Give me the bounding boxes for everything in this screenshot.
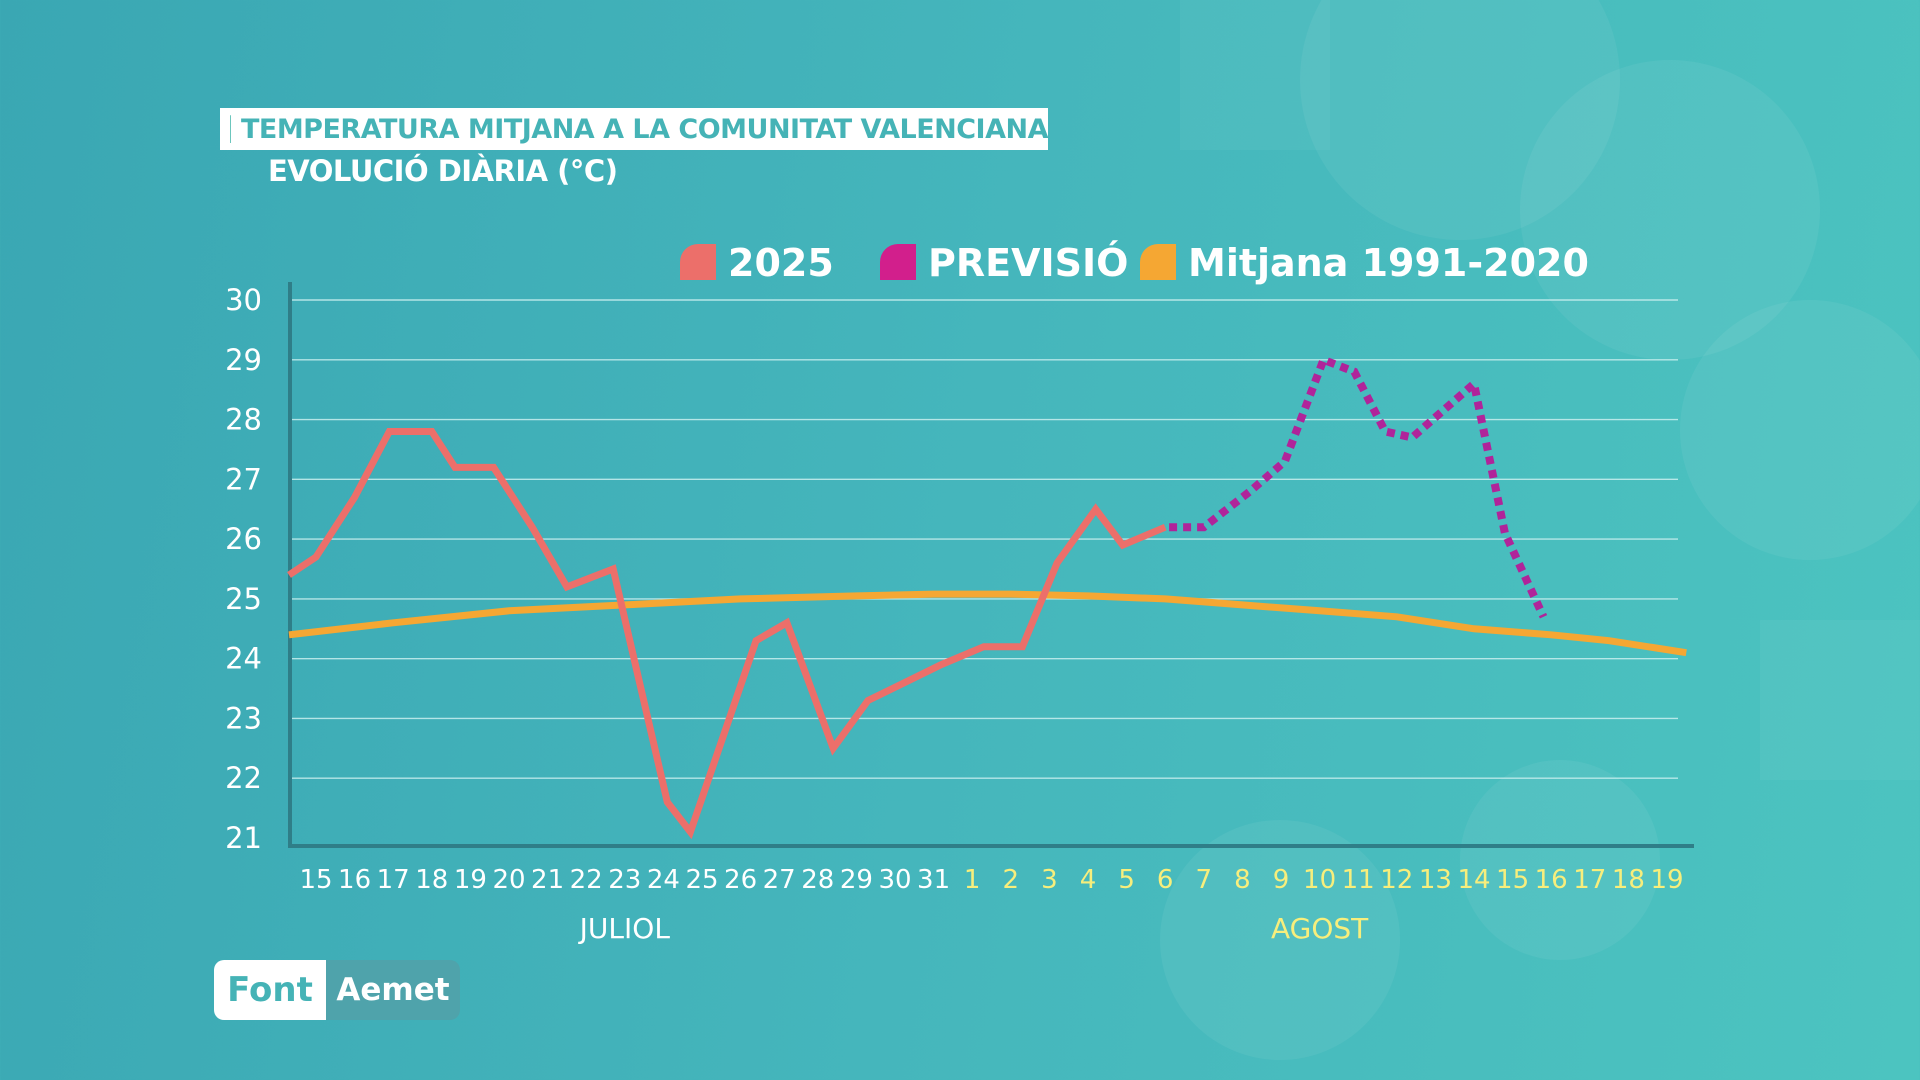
legend-swatch-forecast bbox=[880, 244, 916, 280]
x-tick-label: 23 bbox=[608, 865, 641, 895]
x-tick-label: 11 bbox=[1342, 865, 1375, 895]
chart-title-box: TEMPERATURA MITJANA A LA COMUNITAT VALEN… bbox=[220, 108, 1049, 150]
x-tick-label: 31 bbox=[917, 865, 950, 895]
x-tick-label: 29 bbox=[840, 865, 873, 895]
series-layer bbox=[287, 354, 1687, 840]
x-tick-label: 21 bbox=[531, 865, 564, 895]
x-tick-label: 5 bbox=[1118, 865, 1135, 895]
x-tick-label: 27 bbox=[763, 865, 796, 895]
x-tick-label: 18 bbox=[1612, 865, 1645, 895]
x-tick-label: 1 bbox=[964, 865, 981, 895]
legend-label-forecast: PREVISIÓ bbox=[928, 241, 1128, 285]
x-tick-label: 17 bbox=[1573, 865, 1606, 895]
x-tick-label: 10 bbox=[1303, 865, 1336, 895]
x-tick-label: 15 bbox=[299, 865, 332, 895]
background-decoration bbox=[1760, 620, 1920, 780]
source-label: Font bbox=[214, 960, 326, 1020]
background-decoration bbox=[1520, 60, 1820, 360]
month-label: AGOST bbox=[1271, 912, 1369, 945]
y-tick-label: 26 bbox=[225, 522, 262, 556]
x-tick-label: 6 bbox=[1157, 865, 1174, 895]
x-tick-label: 4 bbox=[1080, 865, 1097, 895]
y-tick-label: 21 bbox=[225, 821, 262, 855]
month-label: JULIOL bbox=[578, 912, 671, 945]
x-tick-label: 25 bbox=[685, 865, 718, 895]
quarter-circle-icon bbox=[230, 115, 231, 143]
legend-label-average: Mitjana 1991-2020 bbox=[1188, 241, 1589, 285]
y-tick-labels: 21 22 23 24 25 26 27 28 29 30 bbox=[225, 283, 262, 855]
y-tick-label: 25 bbox=[225, 582, 262, 616]
x-tick-label: 16 bbox=[338, 865, 371, 895]
y-tick-label: 28 bbox=[225, 403, 262, 437]
x-tick-label: 17 bbox=[377, 865, 410, 895]
x-tick-label: 18 bbox=[415, 865, 448, 895]
x-tick-label: 2 bbox=[1003, 865, 1020, 895]
y-tick-label: 23 bbox=[225, 701, 262, 735]
x-tick-label: 28 bbox=[801, 865, 834, 895]
x-tick-label: 15 bbox=[1496, 865, 1529, 895]
legend-swatch-average bbox=[1140, 244, 1176, 280]
x-tick-label: 20 bbox=[492, 865, 525, 895]
x-tick-label: 14 bbox=[1457, 865, 1490, 895]
y-tick-label: 22 bbox=[225, 761, 262, 795]
chart-subtitle: EVOLUCIÓ DIÀRIA (°C) bbox=[268, 154, 618, 188]
x-tick-label: 12 bbox=[1380, 865, 1413, 895]
background-decoration bbox=[1680, 300, 1920, 560]
legend-swatch-actual bbox=[680, 244, 716, 280]
y-tick-label: 30 bbox=[225, 283, 262, 317]
background-decoration bbox=[1460, 760, 1660, 960]
y-tick-label: 24 bbox=[225, 642, 262, 676]
x-tick-label: 19 bbox=[1650, 865, 1683, 895]
y-tick-label: 29 bbox=[225, 343, 262, 377]
x-tick-label: 8 bbox=[1234, 865, 1251, 895]
x-tick-label: 22 bbox=[570, 865, 603, 895]
month-labels: JULIOL AGOST bbox=[578, 912, 1369, 945]
background-decoration bbox=[1160, 820, 1400, 1060]
x-tick-label: 26 bbox=[724, 865, 757, 895]
chart-title: TEMPERATURA MITJANA A LA COMUNITAT VALEN… bbox=[240, 113, 1049, 145]
x-tick-label: 16 bbox=[1535, 865, 1568, 895]
x-tick-label: 9 bbox=[1273, 865, 1290, 895]
x-tick-label: 24 bbox=[647, 865, 680, 895]
legend-label-actual: 2025 bbox=[728, 241, 834, 285]
source-badge: Font Aemet bbox=[214, 960, 460, 1020]
x-tick-label: 3 bbox=[1041, 865, 1058, 895]
y-tick-label: 27 bbox=[225, 462, 262, 496]
chart-legend: 2025 PREVISIÓ Mitjana 1991-2020 bbox=[680, 241, 1589, 285]
axis-layer bbox=[288, 282, 1694, 848]
x-tick-label: 30 bbox=[878, 865, 911, 895]
source-value: Aemet bbox=[326, 960, 460, 1020]
series-line-forecast bbox=[1169, 354, 1548, 619]
grid-layer bbox=[290, 299, 1678, 779]
x-tick-label: 7 bbox=[1196, 865, 1213, 895]
x-tick-label: 13 bbox=[1419, 865, 1452, 895]
x-tick-labels: 15 16 17 18 19 20 21 22 23 24 25 26 27 28 29 30 31 1 2 3 4 5 6… bbox=[299, 865, 1683, 895]
series-line-average bbox=[288, 590, 1687, 657]
series-line-actual bbox=[287, 428, 1167, 840]
background-decoration bbox=[1180, 0, 1330, 150]
x-tick-label: 19 bbox=[454, 865, 487, 895]
